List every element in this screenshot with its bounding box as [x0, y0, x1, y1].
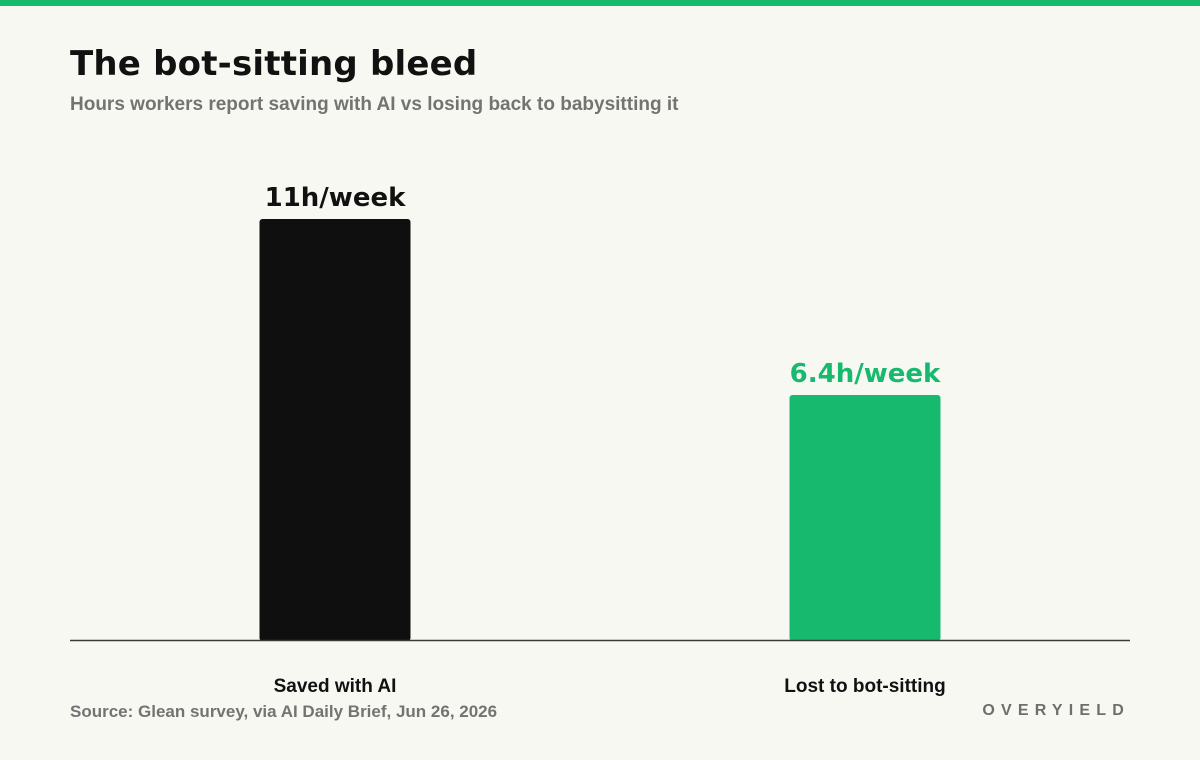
bar-value-label: 11h/week [265, 183, 406, 213]
bar-value-label: 6.4h/week [790, 359, 941, 389]
chart-subtitle: Hours workers report saving with AI vs l… [70, 94, 679, 115]
accent-top-bar [0, 0, 1200, 6]
brand-wordmark: OVERYIELD [982, 702, 1130, 719]
bar-2 [789, 395, 941, 641]
category-tick-label: Lost to bot-sitting [784, 676, 945, 697]
source-note: Source: Glean survey, via AI Daily Brief… [70, 702, 498, 721]
bar-1 [259, 219, 411, 641]
category-tick-label: Saved with AI [274, 676, 397, 697]
chart-title: The bot-sitting bleed [70, 44, 478, 84]
